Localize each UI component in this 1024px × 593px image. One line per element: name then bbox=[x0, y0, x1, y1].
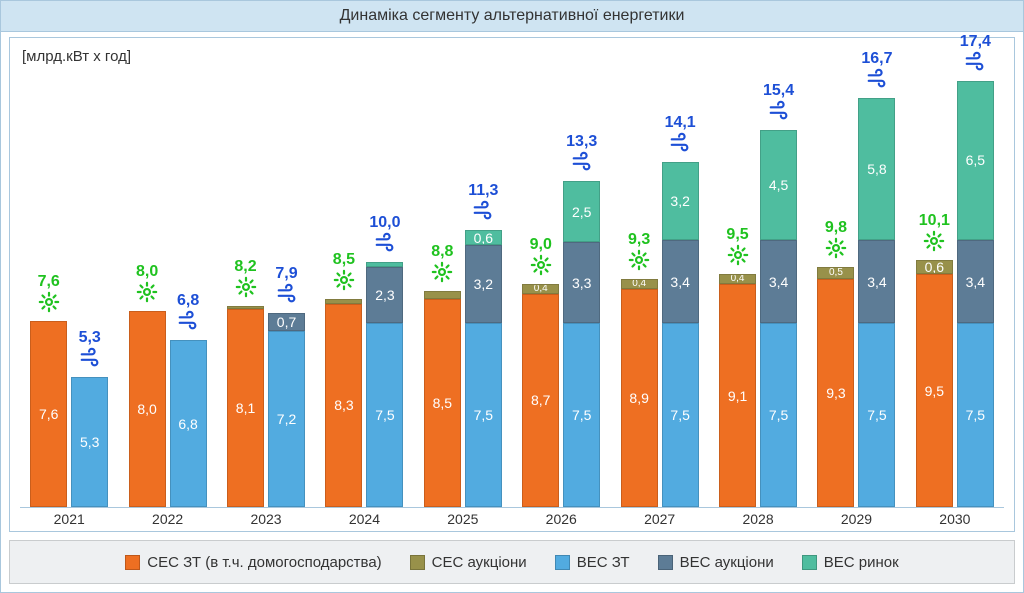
x-tick: 2025 bbox=[414, 508, 512, 531]
legend: СЕС ЗТ (в т.ч. домогосподарства) СЕС аук… bbox=[9, 540, 1015, 584]
legend-label: ВЕС аукціони bbox=[680, 554, 774, 571]
legend-label: СЕС ЗТ (в т.ч. домогосподарства) bbox=[147, 554, 381, 571]
legend-item-ves-auc: ВЕС аукціони bbox=[658, 554, 774, 571]
year-group: 9,50,610,17,53,46,517,4 bbox=[906, 58, 1004, 507]
legend-item-ses-zt: СЕС ЗТ (в т.ч. домогосподарства) bbox=[125, 554, 381, 571]
legend-item-ves-mkt: ВЕС ринок bbox=[802, 554, 899, 571]
x-tick: 2030 bbox=[906, 508, 1004, 531]
year-group: 8,18,27,20,77,9 bbox=[217, 58, 315, 507]
x-tick: 2027 bbox=[610, 508, 708, 531]
wind-bar: 7,53,46,517,4 bbox=[957, 81, 994, 507]
x-tick: 2023 bbox=[217, 508, 315, 531]
wind-bar: 7,52,310,0 bbox=[366, 262, 403, 507]
year-group: 8,38,57,52,310,0 bbox=[315, 58, 413, 507]
year-group: 9,30,59,87,53,45,816,7 bbox=[807, 58, 905, 507]
solar-bar: 8,18,2 bbox=[227, 306, 264, 507]
year-group: 9,10,49,57,53,44,515,4 bbox=[709, 58, 807, 507]
wind-bar: 7,20,77,9 bbox=[268, 313, 305, 507]
wind-bar: 6,86,8 bbox=[170, 340, 207, 507]
x-axis: 2021202220232024202520262027202820292030 bbox=[20, 507, 1004, 531]
wind-bar: 5,35,3 bbox=[71, 377, 108, 507]
legend-label: ВЕС ЗТ bbox=[577, 554, 630, 571]
swatch-ses-zt bbox=[125, 555, 140, 570]
legend-label: ВЕС ринок bbox=[824, 554, 899, 571]
year-group: 8,08,06,86,8 bbox=[118, 58, 216, 507]
chart-title: Динаміка сегменту альтернативної енергет… bbox=[1, 1, 1023, 32]
solar-bar: 9,50,610,1 bbox=[916, 260, 953, 507]
solar-bar: 8,70,49,0 bbox=[522, 284, 559, 507]
solar-bar: 8,90,49,3 bbox=[621, 279, 658, 507]
chart-container: Динаміка сегменту альтернативної енергет… bbox=[0, 0, 1024, 593]
x-tick: 2026 bbox=[512, 508, 610, 531]
swatch-ses-auc bbox=[410, 555, 425, 570]
swatch-ves-zt bbox=[555, 555, 570, 570]
bars-region: 7,67,65,35,38,08,06,86,88,18,27,20,77,98… bbox=[20, 58, 1004, 507]
x-tick: 2021 bbox=[20, 508, 118, 531]
year-group: 8,58,87,53,20,611,3 bbox=[414, 58, 512, 507]
solar-bar: 8,08,0 bbox=[129, 311, 166, 507]
wind-bar: 7,53,44,515,4 bbox=[760, 130, 797, 507]
year-group: 8,90,49,37,53,43,214,1 bbox=[610, 58, 708, 507]
year-group: 7,67,65,35,3 bbox=[20, 58, 118, 507]
legend-item-ses-auc: СЕС аукціони bbox=[410, 554, 527, 571]
legend-item-ves-zt: ВЕС ЗТ bbox=[555, 554, 630, 571]
wind-bar: 7,53,32,513,3 bbox=[563, 181, 600, 507]
plot-area: [млрд.кВт х год] 7,67,65,35,38,08,06,86,… bbox=[9, 37, 1015, 532]
x-tick: 2029 bbox=[807, 508, 905, 531]
x-tick: 2022 bbox=[118, 508, 216, 531]
solar-bar: 8,58,8 bbox=[424, 291, 461, 507]
legend-label: СЕС аукціони bbox=[432, 554, 527, 571]
year-group: 8,70,49,07,53,32,513,3 bbox=[512, 58, 610, 507]
wind-bar: 7,53,43,214,1 bbox=[662, 162, 699, 507]
solar-bar: 9,10,49,5 bbox=[719, 274, 756, 507]
solar-bar: 8,38,5 bbox=[325, 299, 362, 507]
swatch-ves-mkt bbox=[802, 555, 817, 570]
swatch-ves-auc bbox=[658, 555, 673, 570]
x-tick: 2028 bbox=[709, 508, 807, 531]
solar-bar: 9,30,59,8 bbox=[817, 267, 854, 507]
x-tick: 2024 bbox=[315, 508, 413, 531]
wind-bar: 7,53,20,611,3 bbox=[465, 230, 502, 507]
wind-bar: 7,53,45,816,7 bbox=[858, 98, 895, 507]
